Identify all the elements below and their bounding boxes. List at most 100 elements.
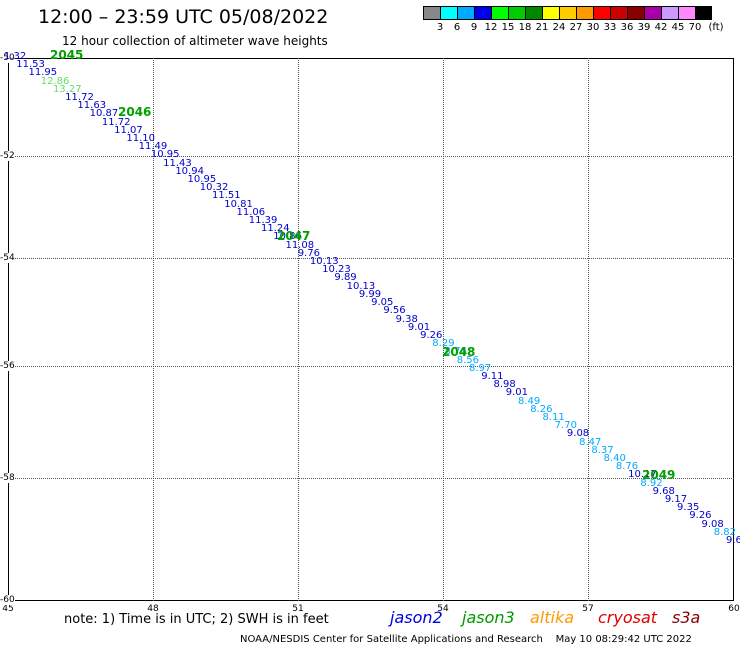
- wave-height-value: 10.87: [89, 108, 119, 120]
- grid-line-vertical: [153, 58, 154, 601]
- wave-height-value: 11.63: [77, 100, 107, 112]
- x-tick-label: 57: [582, 604, 594, 614]
- legend-label: 6: [453, 22, 461, 33]
- wave-height-value: 9.01: [407, 321, 431, 333]
- wave-height-value: 11.07: [114, 124, 143, 136]
- orbit-pass-label: 2045: [50, 48, 84, 62]
- legend-swatch: [423, 6, 440, 20]
- color-legend: [423, 6, 712, 20]
- legend-swatch: [593, 6, 610, 20]
- wave-height-value: 9.68: [652, 485, 675, 497]
- satellite-label-s3a: s3a: [672, 608, 701, 627]
- grid-line-horizontal: [8, 366, 734, 367]
- legend-label: 45: [671, 22, 685, 33]
- grid-line-vertical: [443, 58, 444, 601]
- wave-height-value: 11.51: [212, 190, 241, 202]
- map-frame: [8, 58, 734, 601]
- satellite-label-jason2: jason2: [390, 608, 443, 627]
- wave-height-value: 11.08: [285, 239, 315, 251]
- legend-label: 15: [501, 22, 515, 33]
- satellite-label-cryosat: cryosat: [598, 608, 658, 627]
- wave-height-value: 10.13: [346, 280, 376, 292]
- wave-height-value: 8.92: [640, 477, 663, 489]
- legend-label: 21: [535, 22, 549, 33]
- wave-height-value: 9.11: [481, 370, 504, 382]
- legend-label: 70: [688, 22, 702, 33]
- wave-height-value: 7.70: [554, 420, 577, 432]
- page-title: 12:00 – 23:59 UTC 05/08/2022: [38, 6, 329, 28]
- legend-swatch: [661, 6, 678, 20]
- wave-height-value: 10.95: [150, 149, 180, 161]
- wave-height-value: 8.47: [579, 436, 602, 448]
- page-subtitle: 12 hour collection of altimeter wave hei…: [62, 34, 328, 48]
- wave-height-value: 10.81: [224, 198, 253, 210]
- legend-label: 30: [586, 22, 600, 33]
- wave-height-value: 9.56: [383, 305, 406, 317]
- wave-height-value: 8.37: [591, 444, 614, 456]
- x-tick-label: 51: [292, 604, 304, 614]
- grid-line-vertical: [298, 58, 299, 601]
- wave-height-value: 8.29: [432, 338, 455, 350]
- satellite-label-altika: altika: [530, 608, 575, 627]
- wave-height-value: 11.06: [236, 206, 266, 218]
- wave-height-value: 10.86: [273, 231, 302, 243]
- legend-swatch: [474, 6, 491, 20]
- wave-height-value: 9.26: [689, 510, 712, 522]
- wave-height-value: 9.08: [566, 428, 590, 440]
- y-tick-label: -56: [0, 361, 15, 371]
- wave-height-value: 8.40: [603, 452, 626, 464]
- legend-swatch: [457, 6, 474, 20]
- legend-label: 9: [470, 22, 478, 33]
- legend-swatch: [695, 6, 712, 20]
- wave-height-value: 11.43: [163, 157, 192, 169]
- wave-height-value: 9.99: [358, 288, 382, 300]
- grid-line-horizontal: [8, 156, 734, 157]
- y-tick-label: -54: [0, 253, 15, 263]
- wave-height-value: 11.39: [248, 215, 278, 227]
- wave-height-value: 9.01: [505, 387, 528, 399]
- legend-swatch: [576, 6, 593, 20]
- wave-height-value: 11.53: [16, 59, 45, 71]
- wave-height-value: 11.49: [138, 141, 168, 153]
- y-tick-label: -52: [0, 151, 15, 161]
- wave-height-value: 8.11: [542, 411, 565, 423]
- orbit-pass-label: 2049: [642, 468, 676, 482]
- satellite-label-jason3: jason3: [462, 608, 515, 627]
- wave-height-value: 9.35: [677, 502, 700, 514]
- legend-label: 27: [569, 22, 583, 33]
- wave-height-value: 8.82: [713, 526, 737, 538]
- x-tick-label: 45: [2, 604, 14, 614]
- legend-swatch: [627, 6, 644, 20]
- color-legend-labels: 3 6 9 12 15 18 21 24 27 30 33 36 39 42 45 70 (ft): [423, 22, 740, 34]
- legend-swatch: [525, 6, 542, 20]
- wave-height-value: 10.17: [628, 469, 657, 481]
- legend-label: (ft): [708, 22, 724, 33]
- wave-height-value: 10.13: [309, 256, 339, 268]
- wave-height-value: 9.6: [726, 535, 740, 546]
- wave-height-value: 8.56: [456, 354, 480, 366]
- grid-line-vertical: [588, 58, 589, 601]
- footer-credit: NOAA/NESDIS Center for Satellite Applica…: [240, 634, 692, 645]
- legend-label: 12: [484, 22, 498, 33]
- wave-height-value: 8.97: [469, 362, 492, 374]
- wave-height-value: 11.72: [65, 92, 94, 104]
- legend-label: 42: [654, 22, 668, 33]
- wave-height-value: 8.49: [517, 395, 541, 407]
- y-tick-label: -60: [0, 595, 15, 605]
- grid-line-horizontal: [8, 478, 734, 479]
- legend-label: 39: [637, 22, 651, 33]
- footer-note: note: 1) Time is in UTC; 2) SWH is in fe…: [64, 612, 329, 627]
- wave-height-value: 10.94: [175, 165, 204, 177]
- legend-label: 3: [436, 22, 444, 33]
- wave-height-value: 9.17: [664, 493, 688, 505]
- legend-swatch: [508, 6, 525, 20]
- wave-height-value: 9.76: [297, 247, 320, 259]
- wave-height-value: 9.08: [701, 518, 724, 530]
- wave-height-value: 9.89: [334, 272, 357, 284]
- wave-height-value: 12.86: [40, 75, 70, 87]
- wave-height-value: 11.72: [101, 116, 131, 128]
- legend-label: 36: [620, 22, 634, 33]
- wave-height-value: 10.32: [199, 182, 229, 194]
- y-tick-label: -50: [0, 53, 15, 63]
- wave-height-value: 11.10: [126, 133, 155, 145]
